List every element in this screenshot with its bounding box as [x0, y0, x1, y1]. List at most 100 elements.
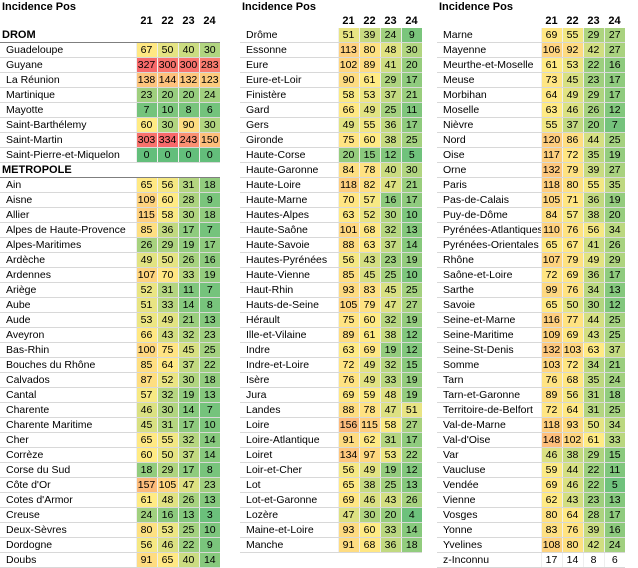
incidence-cell-week-24: 11: [400, 102, 422, 118]
incidence-cell-week-24: 17: [603, 72, 625, 88]
incidence-cell-week-23: 19: [177, 237, 199, 253]
incidence-cell-week-23: 28: [582, 507, 604, 523]
incidence-cell-week-23: 32: [177, 432, 199, 448]
incidence-cell-week-22: 10: [156, 102, 178, 118]
table-row: Doubs 91 65 40 14: [0, 552, 221, 568]
incidence-cell-week-24: 14: [198, 432, 221, 448]
department-name: Ardennes: [0, 267, 136, 283]
department-name: Jura: [240, 387, 338, 403]
incidence-cell-week-23: 90: [177, 117, 199, 133]
incidence-cell-week-24: 8: [198, 297, 221, 313]
incidence-cell-week-24: 17: [603, 507, 625, 523]
incidence-cell-week-22: 57: [358, 192, 380, 208]
incidence-cell-week-23: 48: [379, 387, 401, 403]
incidence-cell-week-21: 59: [540, 462, 562, 478]
table-row: Haute-Vienne 85 45 25 10: [240, 267, 422, 283]
incidence-cell-week-22: 52: [156, 372, 178, 388]
table-row: Vosges 80 64 28 17: [437, 507, 625, 523]
incidence-cell-week-21: 75: [337, 132, 359, 148]
table-row: Saône-et-Loire 72 69 36 17: [437, 267, 625, 283]
incidence-cell-week-22: 64: [561, 402, 583, 418]
incidence-cell-week-23: 44: [582, 312, 604, 328]
incidence-cell-week-23: 48: [379, 42, 401, 58]
incidence-cell-week-23: 39: [582, 522, 604, 538]
incidence-cell-week-21: 105: [540, 192, 562, 208]
incidence-cell-week-23: 47: [379, 297, 401, 313]
incidence-cell-week-22: 44: [561, 462, 583, 478]
incidence-cell-week-22: 70: [156, 267, 178, 283]
table-row: Loire 156 115 58 27: [240, 417, 422, 433]
incidence-cell-week-22: 39: [358, 28, 380, 43]
incidence-cell-week-23: 45: [379, 282, 401, 298]
incidence-cell-week-21: 70: [337, 192, 359, 208]
department-name: Haute-Savoie: [240, 237, 338, 253]
incidence-cell-week-21: 7: [135, 102, 157, 118]
department-name: Deux-Sèvres: [0, 522, 136, 538]
incidence-cell-week-24: 14: [400, 522, 422, 538]
incidence-cell-week-22: 31: [156, 417, 178, 433]
incidence-cell-week-22: 52: [358, 207, 380, 223]
incidence-cell-week-22: 53: [561, 57, 583, 73]
incidence-cell-week-21: 51: [337, 28, 359, 43]
table-row: Seine-Maritime 109 69 43 25: [437, 327, 625, 343]
incidence-cell-week-23: 32: [177, 327, 199, 343]
incidence-cell-week-23: 31: [379, 432, 401, 448]
incidence-cell-week-21: 83: [540, 522, 562, 538]
table-row: Manche 91 68 36 18: [240, 537, 422, 553]
incidence-cell-week-21: 303: [135, 132, 157, 148]
department-name: Landes: [240, 402, 338, 418]
week-header-21: 21: [140, 15, 153, 27]
incidence-cell-week-21: 26: [135, 237, 157, 253]
table-row: Corrèze 60 50 37 14: [0, 447, 221, 463]
incidence-cell-week-22: 53: [358, 87, 380, 103]
table-row: Pyrénées-Orientales 65 67 41 26: [437, 237, 625, 253]
incidence-cell-week-24: 7: [198, 282, 221, 298]
incidence-cell-week-23: 32: [379, 357, 401, 373]
department-name: Haute-Loire: [240, 177, 338, 193]
incidence-cell-week-24: 12: [400, 462, 422, 478]
incidence-cell-week-21: 101: [337, 222, 359, 238]
incidence-cell-week-22: 29: [156, 462, 178, 478]
department-name: Ain: [0, 177, 136, 193]
table-row: Alpes-Maritimes 26 29 19 17: [0, 237, 221, 253]
incidence-cell-week-22: 300: [156, 57, 178, 73]
table-row: La Réunion 138 144 132 123: [0, 72, 221, 88]
incidence-cell-week-22: 45: [561, 72, 583, 88]
incidence-cell-week-21: 107: [540, 252, 562, 268]
table-row: Orne 132 79 39 27: [437, 162, 625, 178]
table-row: Côte d'Or 157 105 47 23: [0, 477, 221, 493]
incidence-cell-week-24: 16: [198, 252, 221, 268]
table-row: Pyrénées-Atlantiques 110 76 56 34: [437, 222, 625, 238]
incidence-cell-week-21: 65: [337, 477, 359, 493]
incidence-cell-week-22: 20: [156, 87, 178, 103]
week-header-23: 23: [384, 15, 397, 27]
incidence-cell-week-24: 4: [400, 507, 422, 523]
incidence-cell-week-24: 19: [400, 372, 422, 388]
incidence-cell-week-24: 17: [400, 72, 422, 88]
incidence-cell-week-23: 11: [177, 282, 199, 298]
incidence-cell-week-21: 106: [540, 42, 562, 58]
incidence-cell-week-22: 50: [156, 42, 178, 58]
incidence-cell-week-23: 55: [582, 177, 604, 193]
department-name: Aisne: [0, 192, 136, 208]
incidence-cell-week-24: 10: [198, 522, 221, 538]
table-row: Landes 88 78 47 51: [240, 402, 422, 418]
department-name: La Réunion: [0, 72, 136, 88]
incidence-cell-week-22: 105: [156, 477, 178, 493]
incidence-cell-week-21: 327: [135, 57, 157, 73]
incidence-cell-week-21: 93: [337, 282, 359, 298]
incidence-cell-week-21: 55: [540, 117, 562, 133]
incidence-cell-week-22: 75: [156, 342, 178, 358]
incidence-cell-week-22: 115: [358, 417, 380, 433]
section-row: METROPOLE: [0, 162, 221, 178]
incidence-cell-week-21: 63: [540, 102, 562, 118]
table-row: Nièvre 55 37 20 7: [437, 117, 625, 133]
incidence-table: Marne 69 55 29 27 Mayenne 106 92 42 27 Meurthe-et-…: [437, 28, 625, 568]
incidence-cell-week-23: 45: [177, 342, 199, 358]
incidence-cell-week-22: 30: [156, 402, 178, 418]
department-name: Eure: [240, 57, 338, 73]
table-row: Ariège 52 31 11 7: [0, 282, 221, 298]
department-name: Vendée: [437, 477, 541, 493]
incidence-cell-week-21: 47: [337, 507, 359, 523]
table-row: Aude 53 49 21 13: [0, 312, 221, 328]
